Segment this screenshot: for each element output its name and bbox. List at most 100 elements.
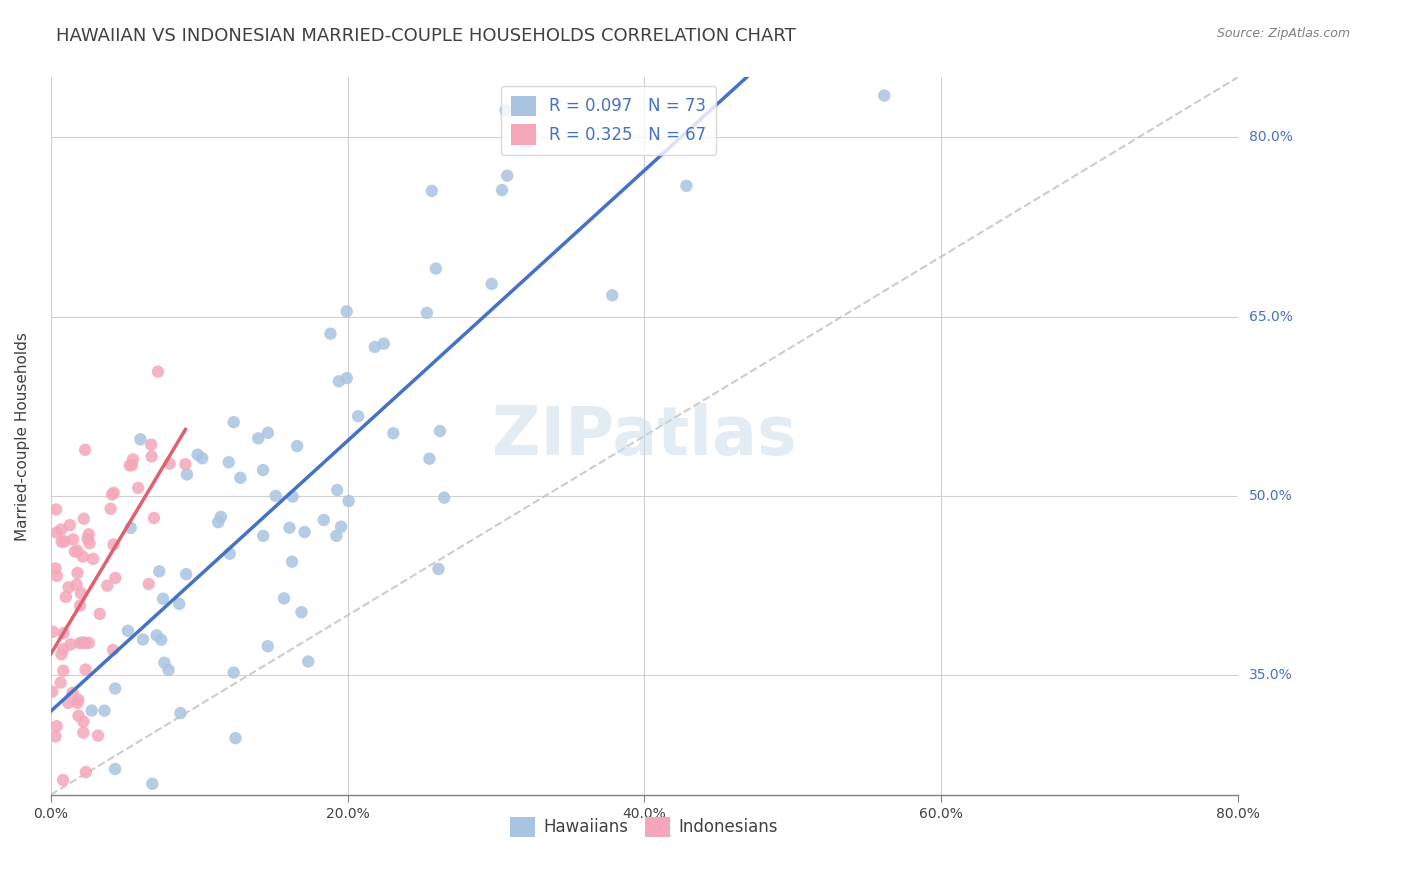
Indonesians <box>45 525 67 540</box>
Indonesians <box>59 637 82 651</box>
Hawaiians <box>337 494 360 508</box>
Indonesians <box>138 577 160 591</box>
Indonesians <box>44 561 66 575</box>
Hawaiians <box>252 529 274 543</box>
Legend: Hawaiians, Indonesians: Hawaiians, Indonesians <box>503 810 785 844</box>
Indonesians <box>52 626 75 640</box>
Indonesians <box>58 696 80 710</box>
Indonesians <box>52 664 75 678</box>
Hawaiians <box>675 178 697 193</box>
Hawaiians <box>132 632 155 647</box>
Indonesians <box>70 586 93 600</box>
Indonesians <box>44 730 66 744</box>
Hawaiians <box>281 555 304 569</box>
Hawaiians <box>224 731 246 745</box>
Indonesians <box>45 569 67 583</box>
Hawaiians <box>247 431 270 445</box>
Text: 50.0%: 50.0% <box>1249 489 1292 503</box>
Hawaiians <box>157 663 180 677</box>
Text: Source: ZipAtlas.com: Source: ZipAtlas.com <box>1216 27 1350 40</box>
Indonesians <box>76 532 98 546</box>
Indonesians <box>82 552 104 566</box>
Indonesians <box>75 442 97 457</box>
Indonesians <box>72 725 94 739</box>
Hawaiians <box>218 547 240 561</box>
Hawaiians <box>150 632 173 647</box>
Hawaiians <box>264 489 287 503</box>
Hawaiians <box>481 277 503 291</box>
Hawaiians <box>491 183 513 197</box>
Indonesians <box>52 642 75 657</box>
Hawaiians <box>117 624 139 638</box>
Indonesians <box>141 450 163 464</box>
Indonesians <box>174 457 197 471</box>
Text: 65.0%: 65.0% <box>1249 310 1292 324</box>
Hawaiians <box>326 483 349 497</box>
Indonesians <box>79 536 101 550</box>
Hawaiians <box>141 777 163 791</box>
Y-axis label: Married-couple Households: Married-couple Households <box>15 332 30 541</box>
Indonesians <box>159 457 181 471</box>
Hawaiians <box>600 288 623 302</box>
Indonesians <box>75 663 97 677</box>
Indonesians <box>66 696 89 710</box>
Indonesians <box>89 607 111 621</box>
Hawaiians <box>229 471 252 485</box>
Indonesians <box>69 599 91 613</box>
Hawaiians <box>433 491 456 505</box>
Hawaiians <box>319 326 342 341</box>
Hawaiians <box>312 513 335 527</box>
Indonesians <box>51 534 73 549</box>
Hawaiians <box>252 463 274 477</box>
Indonesians <box>52 773 75 788</box>
Text: ZIPatlas: ZIPatlas <box>492 403 797 469</box>
Hawaiians <box>347 409 370 424</box>
Indonesians <box>62 686 84 700</box>
Hawaiians <box>429 424 451 438</box>
Text: 80.0%: 80.0% <box>1249 130 1292 145</box>
Hawaiians <box>520 128 543 142</box>
Indonesians <box>96 579 118 593</box>
Hawaiians <box>104 762 127 776</box>
Indonesians <box>141 438 163 452</box>
Hawaiians <box>278 521 301 535</box>
Hawaiians <box>209 509 232 524</box>
Hawaiians <box>218 455 240 469</box>
Hawaiians <box>425 261 447 276</box>
Indonesians <box>55 590 77 604</box>
Hawaiians <box>120 521 142 535</box>
Indonesians <box>45 719 67 733</box>
Hawaiians <box>176 467 198 482</box>
Indonesians <box>62 533 84 547</box>
Hawaiians <box>325 529 347 543</box>
Indonesians <box>103 537 125 551</box>
Hawaiians <box>72 635 94 649</box>
Hawaiians <box>145 628 167 642</box>
Hawaiians <box>495 103 517 118</box>
Indonesians <box>67 692 90 706</box>
Hawaiians <box>273 591 295 606</box>
Indonesians <box>122 452 145 467</box>
Indonesians <box>104 571 127 585</box>
Indonesians <box>66 578 89 592</box>
Hawaiians <box>294 524 316 539</box>
Indonesians <box>58 580 80 594</box>
Hawaiians <box>222 665 245 680</box>
Text: 35.0%: 35.0% <box>1249 668 1292 682</box>
Hawaiians <box>174 567 197 582</box>
Indonesians <box>51 523 73 537</box>
Hawaiians <box>336 371 359 385</box>
Indonesians <box>51 648 73 662</box>
Indonesians <box>100 501 122 516</box>
Hawaiians <box>256 640 278 654</box>
Hawaiians <box>513 136 536 151</box>
Hawaiians <box>281 490 304 504</box>
Hawaiians <box>382 426 405 441</box>
Hawaiians <box>80 704 103 718</box>
Indonesians <box>101 487 124 501</box>
Hawaiians <box>167 597 190 611</box>
Hawaiians <box>420 184 443 198</box>
Hawaiians <box>207 515 229 529</box>
Hawaiians <box>873 88 896 103</box>
Indonesians <box>69 636 91 650</box>
